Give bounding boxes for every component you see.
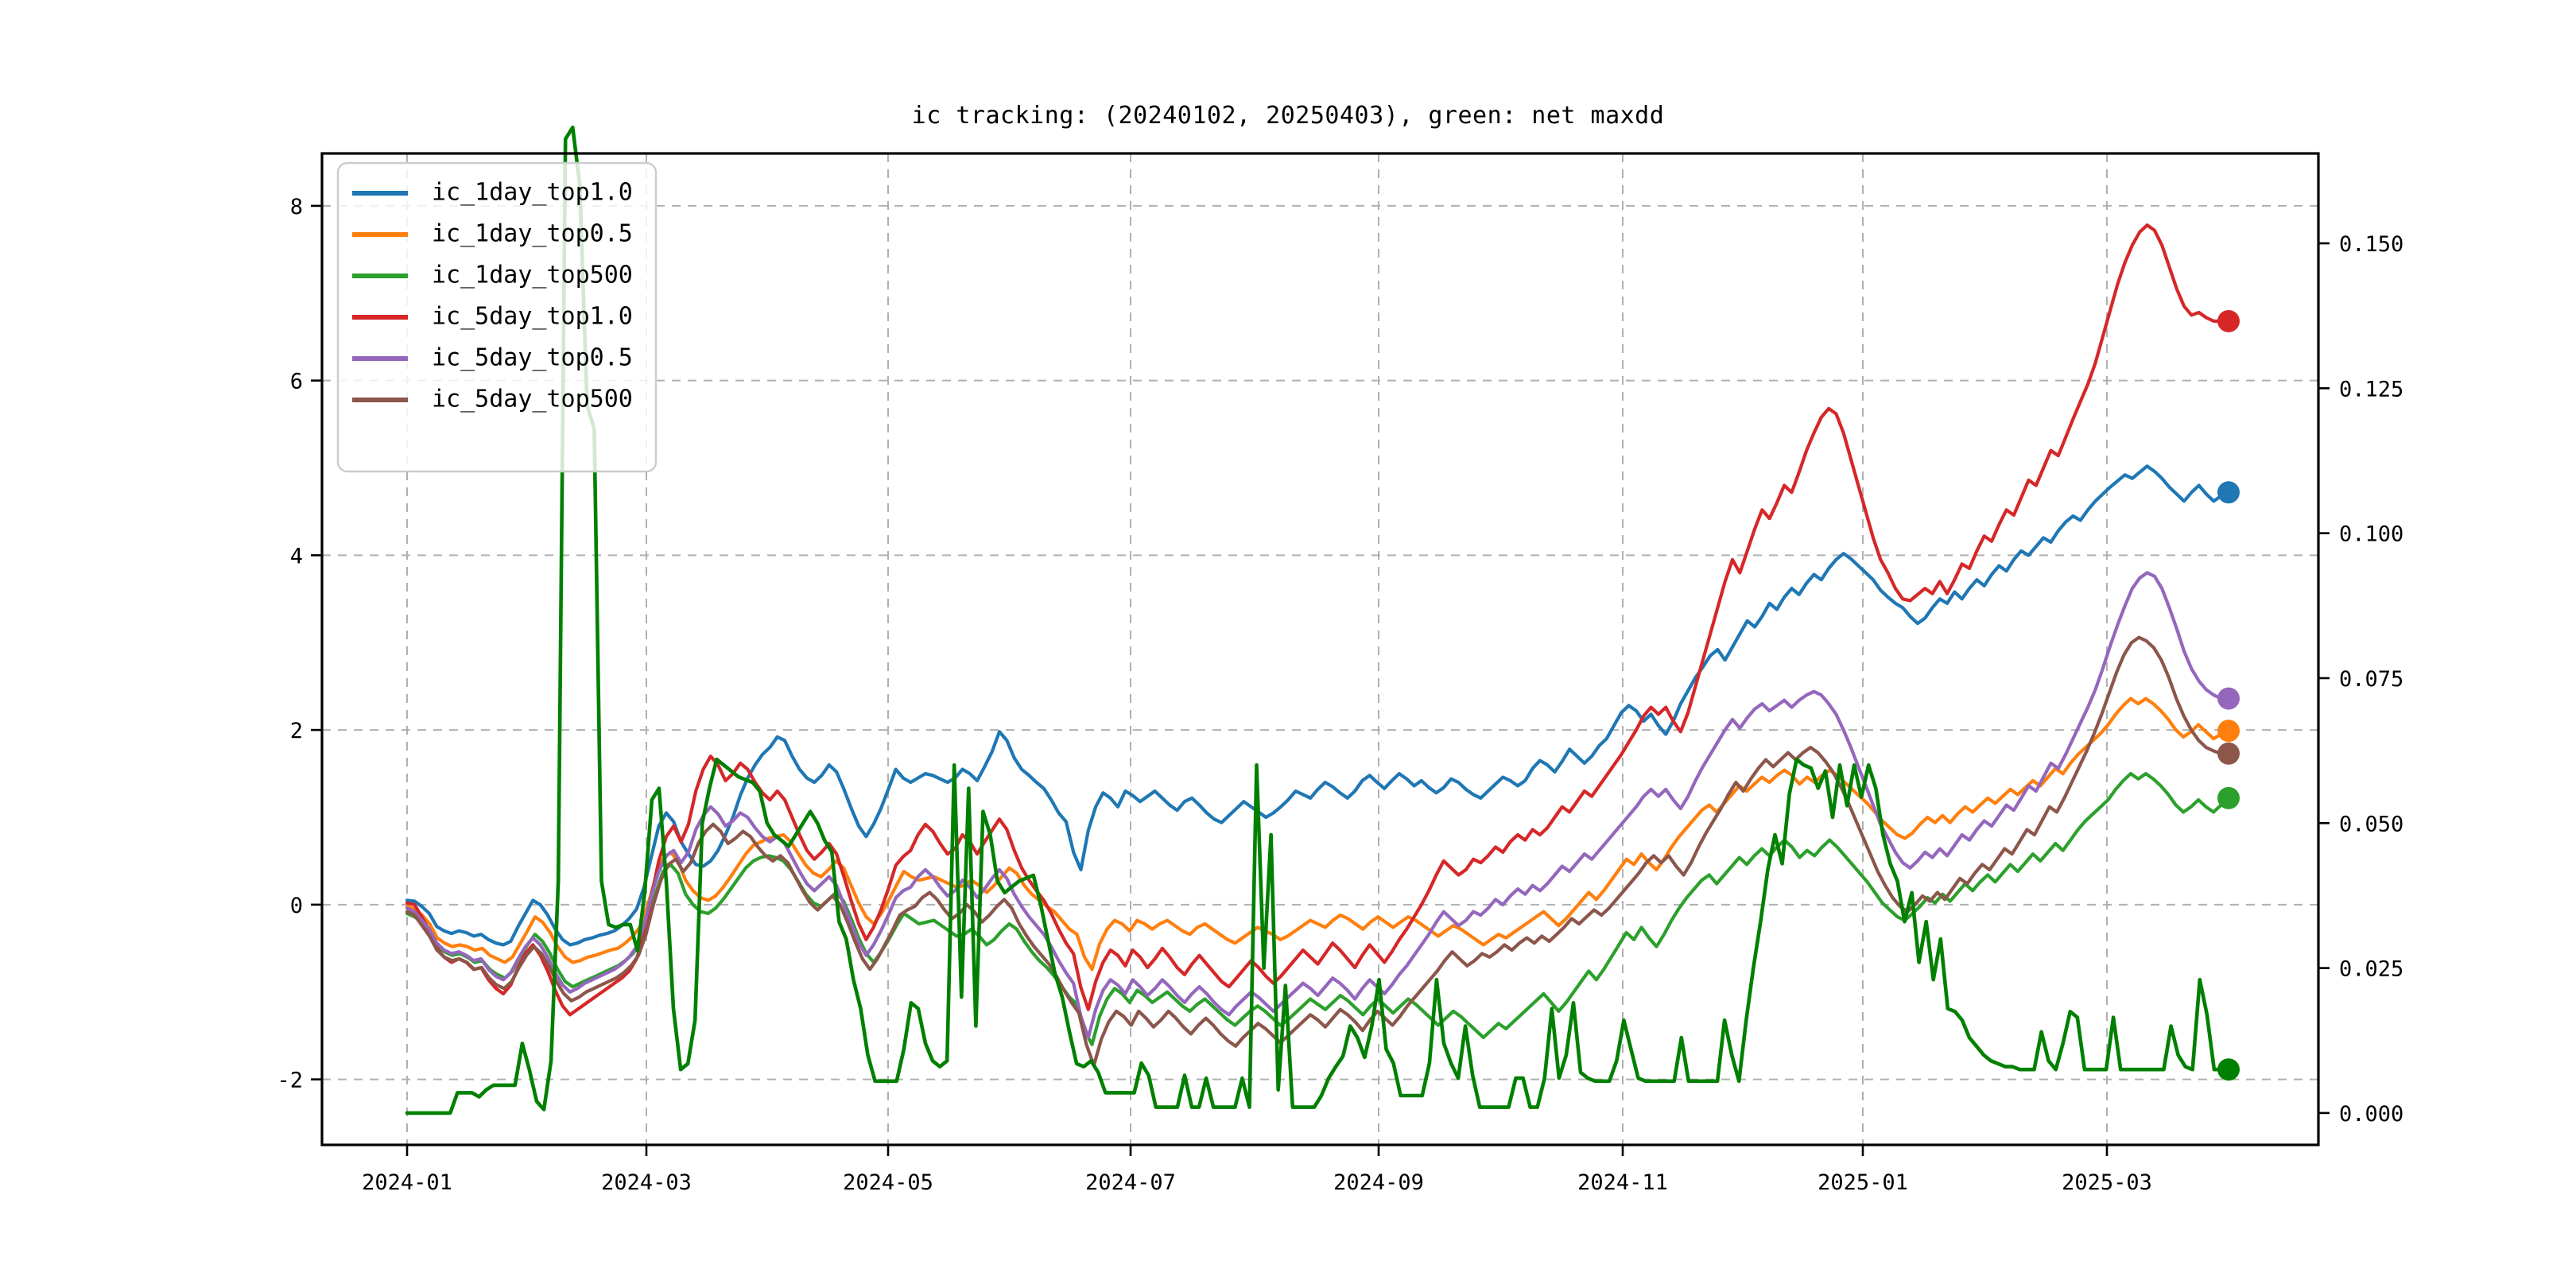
endpoint-marker-ic_5day_top0.5 xyxy=(2217,687,2240,710)
y-axis-tick-label-right: 0.125 xyxy=(2339,377,2403,402)
x-axis-tick-label: 2024-09 xyxy=(1333,1170,1424,1195)
series-line-net_maxdd xyxy=(405,125,2231,1115)
y-axis-tick-label-left: 0 xyxy=(290,894,303,918)
endpoint-marker-ic_1day_top1.0 xyxy=(2217,481,2240,504)
x-axis-tick-label: 2024-11 xyxy=(1577,1170,1668,1195)
y-axis-tick-label-right: 0.100 xyxy=(2339,522,2403,547)
plot-frame xyxy=(320,152,2320,1146)
endpoint-marker-ic_5day_top1.0 xyxy=(2217,309,2240,332)
legend-label-ic_1day_top0.5[interactable]: ic_1day_top0.5 xyxy=(432,220,633,248)
endpoint-markers-group xyxy=(2217,309,2240,1081)
chart-legend[interactable]: ic_1day_top1.0 ic_1day_top0.5 ic_1day_top5… xyxy=(336,161,658,473)
series-line-ic_1day_top500 xyxy=(405,772,2231,1046)
y-axis-tick-label-right: 0.025 xyxy=(2339,957,2403,982)
y-axis-tick-label-right: 0.075 xyxy=(2339,667,2403,692)
x-axis-tick-label: 2024-03 xyxy=(601,1170,692,1195)
x-axis-tick-label: 2025-01 xyxy=(1818,1170,1908,1195)
endpoint-marker-net_maxdd xyxy=(2217,1058,2240,1081)
legend-label-ic_1day_top500[interactable]: ic_1day_top500 xyxy=(432,262,633,289)
x-axis-tick-label: 2024-05 xyxy=(843,1170,933,1195)
y-axis-tick-label-left: -2 xyxy=(277,1069,303,1093)
endpoint-marker-ic_5day_top500 xyxy=(2217,742,2240,765)
y-axis-tick-label-right: 0.050 xyxy=(2339,812,2403,836)
series-line-ic_5day_top1.0 xyxy=(405,223,2231,1017)
axes-group xyxy=(311,152,2330,1156)
tick-labels-group: 8 6 4 2 0 -2 0.150 0.125 0.100 0.075 0.050 0.025 0.0… xyxy=(277,195,2403,1195)
x-axis-tick-label: 2024-01 xyxy=(362,1170,452,1195)
legend-label-ic_5day_top0.5[interactable]: ic_5day_top0.5 xyxy=(432,344,633,372)
endpoint-marker-ic_1day_top500 xyxy=(2217,786,2240,809)
y-axis-tick-label-left: 6 xyxy=(290,370,303,394)
y-axis-tick-label-right: 0.150 xyxy=(2339,232,2403,257)
series-line-ic_1day_top1.0 xyxy=(405,464,2231,947)
y-axis-tick-label-left: 2 xyxy=(290,719,303,743)
x-axis-tick-label: 2024-07 xyxy=(1085,1170,1176,1195)
y-axis-tick-label-left: 4 xyxy=(290,544,303,568)
legend-label-ic_1day_top1.0[interactable]: ic_1day_top1.0 xyxy=(432,179,633,207)
y-axis-tick-label-right: 0.000 xyxy=(2339,1102,2403,1127)
legend-background xyxy=(336,161,658,473)
y-axis-tick-label-left: 8 xyxy=(290,195,303,219)
legend-label-ic_5day_top1.0[interactable]: ic_5day_top1.0 xyxy=(432,303,633,331)
legend-label-ic_5day_top500[interactable]: ic_5day_top500 xyxy=(432,386,633,413)
series-group xyxy=(405,125,2231,1115)
series-line-ic_5day_top0.5 xyxy=(405,571,2231,1039)
endpoint-marker-ic_1day_top0.5 xyxy=(2217,720,2240,743)
series-line-ic_1day_top0.5 xyxy=(405,696,2231,972)
x-axis-tick-label: 2025-03 xyxy=(2062,1170,2152,1195)
series-line-ic_5day_top500 xyxy=(405,635,2231,1068)
page-title: ic tracking: (20240102, 20250403), green… xyxy=(911,102,1665,130)
